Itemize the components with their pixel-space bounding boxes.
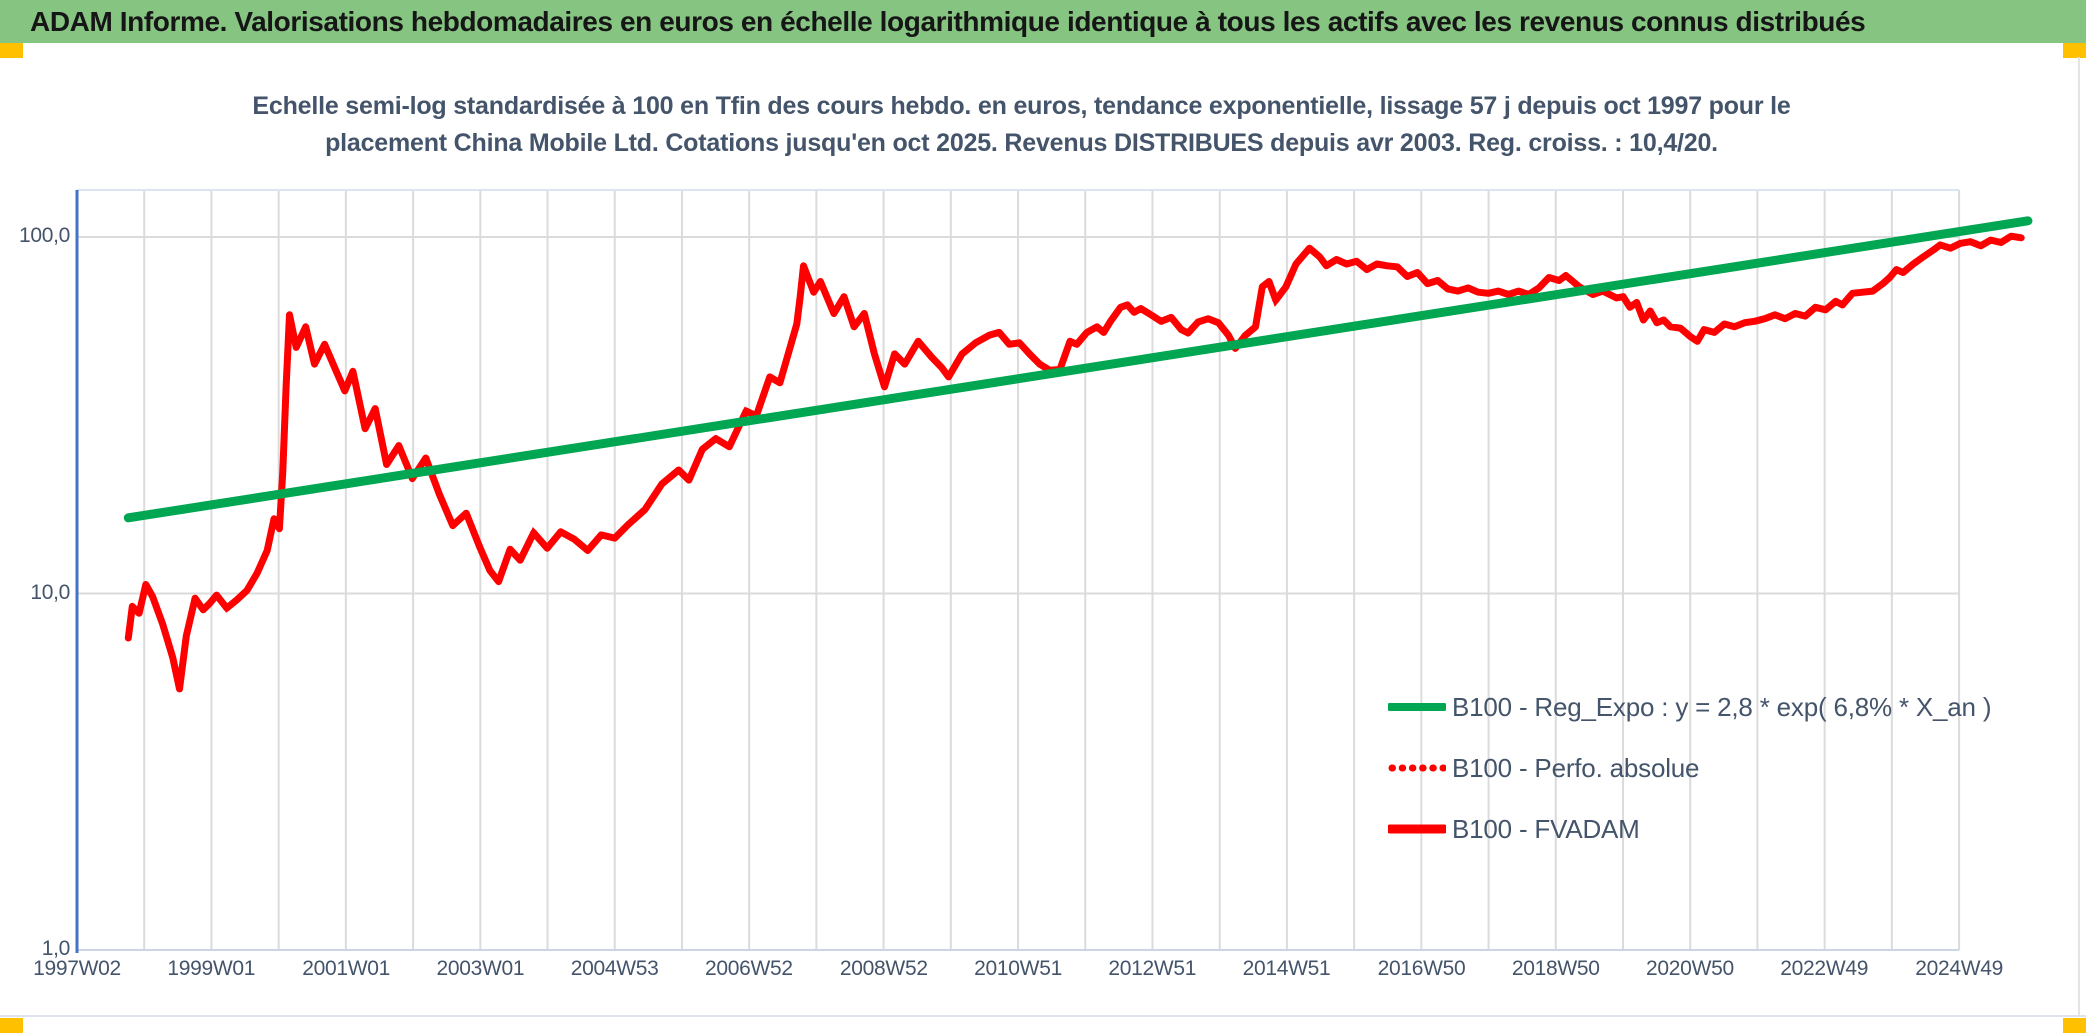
corner-marker-bottom-right bbox=[2063, 1018, 2086, 1033]
x-tick-label: 2006W52 bbox=[704, 957, 793, 980]
x-tick-label: 1999W01 bbox=[167, 957, 256, 980]
x-tick-label: 2016W50 bbox=[1377, 957, 1466, 980]
y-tick-label: 1,0 bbox=[41, 937, 71, 960]
corner-marker-top-right bbox=[2063, 43, 2086, 58]
legend-label-perfo-absolue: B100 - Perfo. absolue bbox=[1452, 752, 1700, 783]
legend-item-regression: B100 - Reg_Expo : y = 2,8 * exp( 6,8% * … bbox=[1388, 690, 1991, 724]
legend-solid-green-line-icon bbox=[1388, 703, 1446, 711]
legend-label-fvadam: B100 - FVADAM bbox=[1452, 813, 1640, 844]
right-margin-divider-line bbox=[2078, 57, 2080, 1015]
legend-solid-red-line-icon bbox=[1388, 824, 1446, 834]
legend: B100 - Reg_Expo : y = 2,8 * exp( 6,8% * … bbox=[1388, 690, 1991, 873]
x-tick-label: 2010W51 bbox=[974, 957, 1062, 980]
y-tick-label: 100,0 bbox=[18, 224, 70, 247]
legend-item-perfo-absolue: B100 - Perfo. absolue bbox=[1388, 751, 1991, 785]
bottom-divider-line bbox=[0, 1015, 2086, 1017]
chart-title: Echelle semi-log standardisée à 100 en T… bbox=[77, 88, 1966, 162]
x-tick-label: 2012W51 bbox=[1108, 957, 1197, 980]
x-tick-label: 2014W51 bbox=[1242, 957, 1331, 980]
chart-title-line-2: placement China Mobile Ltd. Cotations ju… bbox=[325, 129, 1718, 157]
corner-marker-bottom-left bbox=[0, 1018, 23, 1033]
x-tick-label: 2008W52 bbox=[839, 957, 928, 980]
x-tick-label: 2004W53 bbox=[570, 957, 659, 980]
legend-dotted-red-line-icon bbox=[1388, 764, 1446, 772]
legend-label-regression: B100 - Reg_Expo : y = 2,8 * exp( 6,8% * … bbox=[1452, 691, 1992, 722]
chart-title-line-1: Echelle semi-log standardisée à 100 en T… bbox=[252, 92, 1791, 120]
x-tick-label: 2020W50 bbox=[1646, 957, 1734, 980]
x-tick-label: 2022W49 bbox=[1780, 957, 1869, 980]
x-tick-label: 2024W49 bbox=[1915, 957, 2004, 980]
x-tick-label: 2001W01 bbox=[302, 957, 391, 980]
x-tick-label: 1997W02 bbox=[33, 957, 121, 980]
legend-item-fvadam: B100 - FVADAM bbox=[1388, 812, 1991, 846]
x-tick-label: 2003W01 bbox=[436, 957, 525, 980]
report-title: ADAM Informe. Valorisations hebdomadaire… bbox=[30, 5, 1866, 37]
x-tick-label: 2018W50 bbox=[1511, 957, 1600, 980]
y-tick-label: 10,0 bbox=[30, 580, 70, 604]
regression-line bbox=[123, 216, 2033, 523]
corner-marker-top-left bbox=[0, 43, 23, 58]
fvadam-line bbox=[124, 232, 2025, 693]
report-header: ADAM Informe. Valorisations hebdomadaire… bbox=[0, 0, 2086, 43]
